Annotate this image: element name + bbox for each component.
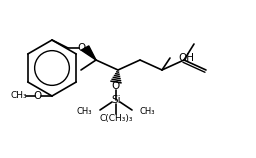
Text: C(CH₃)₃: C(CH₃)₃: [99, 113, 133, 122]
Polygon shape: [81, 46, 96, 60]
Text: CH₃: CH₃: [77, 107, 92, 116]
Text: O: O: [112, 81, 120, 91]
Text: CH₃: CH₃: [140, 107, 155, 116]
Text: O: O: [34, 91, 42, 101]
Text: CH₃: CH₃: [11, 91, 27, 100]
Text: Si: Si: [111, 95, 121, 105]
Text: OH: OH: [178, 53, 194, 63]
Text: O: O: [78, 43, 86, 53]
